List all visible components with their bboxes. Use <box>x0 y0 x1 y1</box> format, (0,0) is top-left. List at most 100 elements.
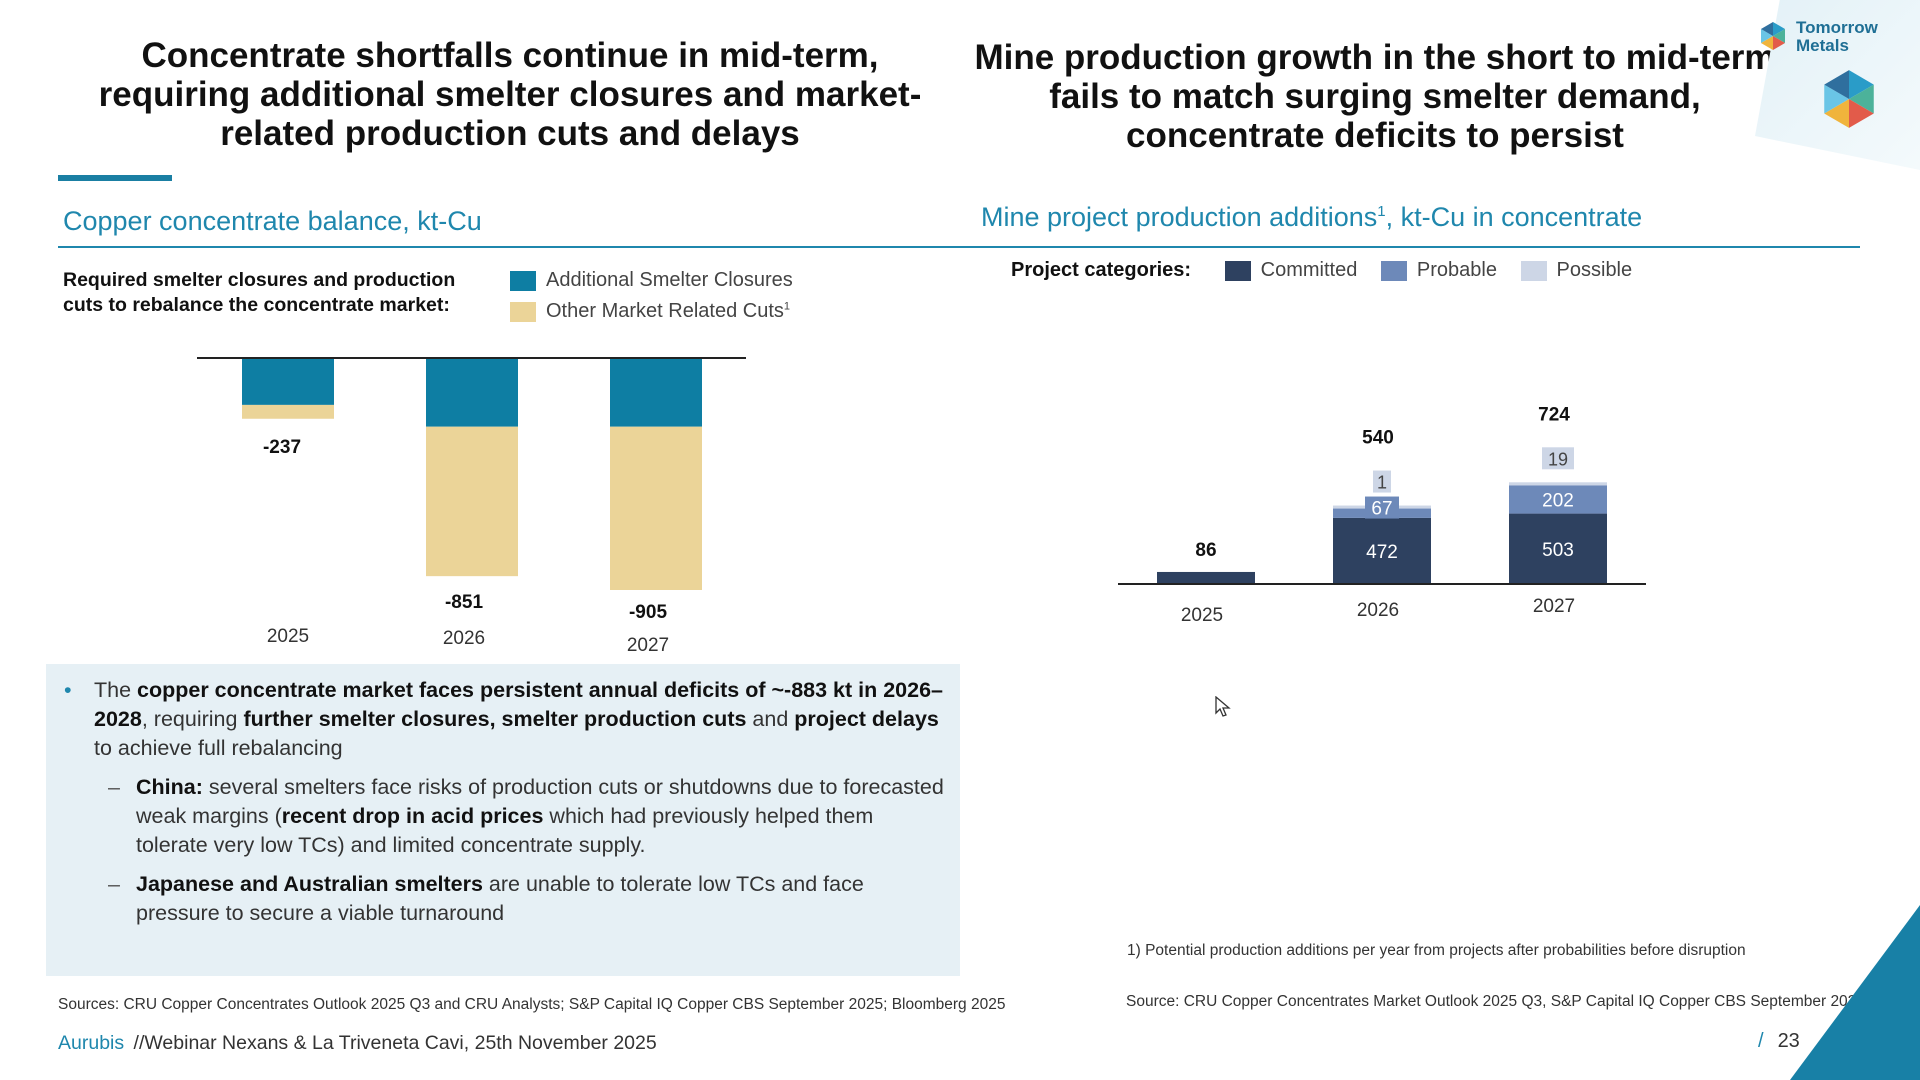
bullet-main: The copper concentrate market faces pers… <box>56 676 946 763</box>
right-title-line-1: Mine production growth in the short to m… <box>974 38 1776 77</box>
bar-committed-2025 <box>1157 571 1255 584</box>
footer-brand: Aurubis <box>58 1032 125 1054</box>
right-heading-sup: 1 <box>1377 203 1386 220</box>
bullet-china-run-0: China: <box>136 775 203 799</box>
right-title-line-2: fails to match surging smelter demand, <box>1049 77 1701 116</box>
logo-large-icon <box>1824 70 1874 128</box>
bullet-main-run-5: project delays <box>794 707 939 731</box>
mine-additions-chart: 86 2025 472 67 1 540 2026 503 202 19 724 2027 <box>1118 404 1646 626</box>
left-legend: Additional Smelter Closures Other Market… <box>510 269 793 323</box>
left-title-line-3: related production cuts and delays <box>220 114 800 153</box>
legend-title: Project categories: <box>1011 259 1192 282</box>
legend-label-market-cuts-sup: 1 <box>783 300 790 313</box>
segment-label-bg-probable-2026 <box>1365 496 1399 519</box>
legend-swatch-smelter-closures <box>510 270 536 291</box>
bullet-japan-run-1: are unable to tolerate low TCs and face … <box>136 872 864 925</box>
bar-possible-2027 <box>1509 482 1607 486</box>
x-tick-label-2027: 2027 <box>627 635 669 656</box>
bar-probable-2027 <box>1509 485 1607 514</box>
legend-label-smelter-closures: Additional Smelter Closures <box>546 269 793 291</box>
legend-item-possible: Possible <box>1520 259 1633 282</box>
legend-swatch-market-cuts <box>510 301 536 322</box>
left-section-heading: Copper concentrate balance, kt-Cu <box>63 206 482 236</box>
bullet-main-run-0: The <box>94 678 138 702</box>
segment-label-committed-2026: 472 <box>1366 542 1398 563</box>
legend-item-smelter-closures: Additional Smelter Closures <box>510 269 793 292</box>
legend-swatch-committed <box>1224 260 1251 281</box>
bar-total-label-2025: -237 <box>263 437 301 458</box>
page-sep: / <box>1758 1030 1764 1052</box>
x-tick-label-2025: 2025 <box>267 626 309 647</box>
bar-total-label-2027: -905 <box>629 602 667 623</box>
left-chart-sublabel: Required smelter closures and production… <box>63 268 455 318</box>
legend-item-committed: Committed <box>1224 259 1358 282</box>
legend-label-probable: Probable <box>1416 259 1497 282</box>
bar-other-market-related-cuts-2026 <box>426 426 518 577</box>
sublabel-line-1: Required smelter closures and production <box>63 269 456 291</box>
left-title: Concentrate shortfalls continue in mid-t… <box>60 36 960 153</box>
x-tick-label-2026: 2026 <box>443 628 485 649</box>
legend-item-market-cuts: Other Market Related Cuts1 <box>510 300 793 323</box>
bar-other-market-related-cuts-2025 <box>242 404 334 419</box>
right-heading-main: Mine project production additions <box>981 202 1378 232</box>
bar-committed-2026 <box>1333 517 1431 584</box>
right-title-line-3: concentrate deficits to persist <box>1126 116 1624 155</box>
right-legend: Project categories: Committed Probable P… <box>1011 259 1632 282</box>
legend-swatch-possible <box>1520 260 1547 281</box>
x-tick-label-2026: 2026 <box>1357 600 1399 621</box>
bar-additional-smelter-closures-2025 <box>242 358 334 405</box>
segment-label-committed-2027: 503 <box>1542 540 1574 561</box>
title-accent-bar <box>58 175 172 181</box>
x-tick-label-2025: 2025 <box>1181 605 1223 626</box>
bar-total-label-2026: 540 <box>1362 428 1394 449</box>
bar-other-market-related-cuts-2027 <box>610 426 702 590</box>
bullet-china-run-2: recent drop in acid prices <box>281 804 544 828</box>
logo-text-line-2: Metals <box>1796 36 1849 55</box>
left-title-line-1: Concentrate shortfalls continue in mid-t… <box>141 36 879 75</box>
bullet-china-run-1: several smelters face risks of productio… <box>136 775 944 828</box>
mouse-cursor-icon <box>1215 696 1231 717</box>
legend-swatch-probable <box>1380 260 1407 281</box>
source-right: Source: CRU Copper Concentrates Market O… <box>1126 993 1865 1010</box>
segment-label-possible-2026: 1 <box>1377 473 1387 493</box>
section-heading-rule <box>58 246 1860 248</box>
concentrate-balance-chart: -237 2025 -851 2026 -905 2027 <box>197 357 746 656</box>
footer: Aurubis //Webinar Nexans & La Triveneta … <box>58 1032 657 1055</box>
bullet-japan: Japanese and Australian smelters are una… <box>56 870 946 928</box>
segment-label-probable-2027: 202 <box>1542 490 1574 511</box>
bullet-japan-run-0: Japanese and Australian smelters <box>136 872 483 896</box>
legend-label-committed: Committed <box>1260 259 1358 282</box>
bar-total-label-2026: -851 <box>445 592 483 613</box>
bar-additional-smelter-closures-2027 <box>610 358 702 427</box>
legend-label-possible: Possible <box>1556 259 1633 282</box>
right-heading-tail: , kt-Cu in concentrate <box>1385 202 1643 232</box>
segment-label-possible-2027: 19 <box>1548 449 1568 469</box>
bullet-main-run-1: copper concentrate market faces persiste… <box>94 678 943 731</box>
bullet-main-run-4: and <box>746 707 795 731</box>
legend-label-market-cuts: Other Market Related Cuts <box>546 300 784 322</box>
left-title-line-2: requiring additional smelter closures an… <box>98 75 922 114</box>
bar-total-label-2027: 724 <box>1538 404 1570 425</box>
page-num-value: 23 <box>1777 1030 1800 1052</box>
bar-committed-2027 <box>1509 513 1607 584</box>
x-tick-label-2027: 2027 <box>1533 596 1575 617</box>
logo-small-icon <box>1761 22 1785 50</box>
bullet-china-run-3: which had previously helped them tolerat… <box>136 804 874 857</box>
bullet-main-run-3: further smelter closures, smelter produc… <box>243 707 747 731</box>
segment-label-bg-possible-2026 <box>1373 470 1391 493</box>
bar-additional-smelter-closures-2026 <box>426 358 518 427</box>
bullet-main-run-6: to achieve full rebalancing <box>94 736 343 760</box>
sublabel-line-2: cuts to rebalance the concentrate market… <box>63 294 450 316</box>
bar-total-label-2025: 86 <box>1195 540 1216 561</box>
right-section-heading: Mine project production additions1, kt-C… <box>981 202 1642 233</box>
legend-item-probable: Probable <box>1380 259 1497 282</box>
footer-event: //Webinar Nexans & La Triveneta Cavi, 25… <box>133 1032 657 1054</box>
segment-label-bg-possible-2027 <box>1542 447 1574 470</box>
segment-label-probable-2026: 67 <box>1371 499 1392 520</box>
bullet-main-run-2: , requiring <box>141 707 244 731</box>
page-number: / 23 <box>1758 1030 1800 1053</box>
footnote: 1) Potential production additions per ye… <box>1127 942 1746 959</box>
key-points-box: The copper concentrate market faces pers… <box>46 664 960 976</box>
logo-text-line-1: Tomorrow <box>1796 18 1878 37</box>
source-left: Sources: CRU Copper Concentrates Outlook… <box>58 996 1006 1013</box>
